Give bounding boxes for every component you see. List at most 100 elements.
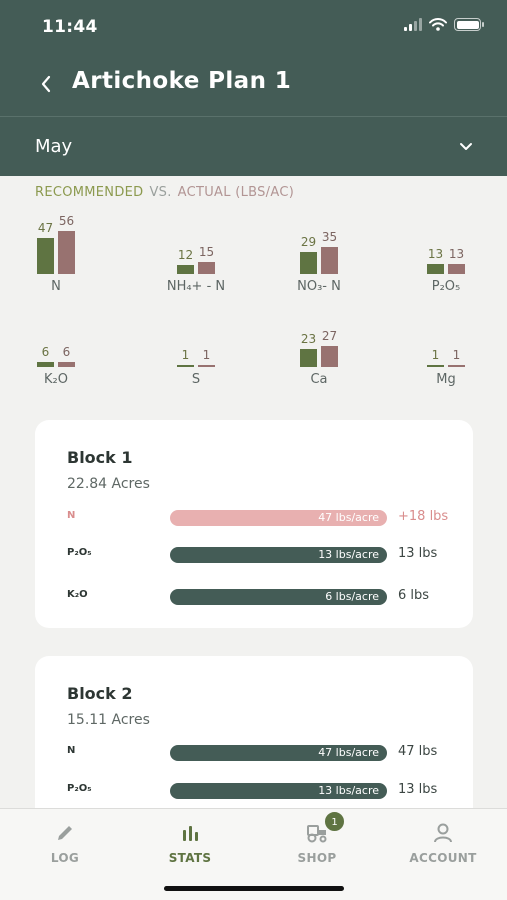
tab-account[interactable]: ACCOUNT <box>388 821 498 865</box>
block-title: Block 2 <box>67 684 133 703</box>
nutrient-label: K₂O <box>44 372 68 387</box>
tab-stats[interactable]: STATS <box>135 821 245 865</box>
block-acres: 22.84 Acres <box>67 476 150 492</box>
nutrient-bars: 29 35 <box>289 230 349 274</box>
row-amount: 13 lbs <box>398 546 438 561</box>
row-nutrient-label: K₂O <box>67 589 88 600</box>
recommended-bar <box>37 362 54 367</box>
row-rate-bar: 47 lbs/acre <box>170 745 387 761</box>
nutrient-label: P₂O₅ <box>431 279 461 294</box>
shop-badge: 1 <box>324 811 345 832</box>
actual-column: 13 <box>448 247 465 274</box>
actual-column: 1 <box>198 348 215 367</box>
block-card[interactable]: Block 1 22.84 Acres N 47 lbs/acre +18 lbs P₂O… <box>35 420 473 628</box>
actual-column: 6 <box>58 345 75 367</box>
nutrient-label: NH₄+ - N <box>166 279 226 294</box>
tab-label: LOG <box>50 851 80 865</box>
row-amount: 6 lbs <box>398 588 430 603</box>
legend-vs: VS. <box>149 185 172 200</box>
legend-actual: ACTUAL (LBS/AC) <box>177 185 295 200</box>
actual-bar <box>448 264 465 274</box>
recommended-value: 1 <box>431 348 440 362</box>
month-selector[interactable]: May <box>0 116 507 176</box>
actual-bar <box>198 262 215 274</box>
battery-icon <box>454 18 484 31</box>
row-nutrient-label: N <box>67 745 76 756</box>
recommended-column: 47 <box>37 221 54 274</box>
row-nutrient-label: P₂O₅ <box>67 783 92 794</box>
actual-bar <box>198 365 215 367</box>
actual-value: 6 <box>62 345 71 360</box>
back-button[interactable] <box>34 70 58 98</box>
recommended-value: 29 <box>300 234 317 249</box>
recommended-value: 12 <box>177 247 194 262</box>
app-header: 11:44 Artichoke Plan 1 May <box>0 0 507 176</box>
tab-bar: LOG STATS 1 SHOP <box>0 808 507 900</box>
recommended-value: 6 <box>41 345 50 360</box>
row-rate-bar: 6 lbs/acre <box>170 589 387 605</box>
wifi-icon <box>429 18 447 31</box>
recommended-bar <box>177 264 194 274</box>
actual-column: 35 <box>321 230 338 274</box>
legend-recommended: RECOMMENDED <box>35 185 144 200</box>
chevron-down-icon <box>460 143 472 150</box>
recommended-bar <box>427 264 444 274</box>
actual-column: 15 <box>198 245 215 274</box>
nutrient-label: S <box>191 372 201 387</box>
status-icons <box>404 18 484 31</box>
row-rate-bar: 47 lbs/acre <box>170 510 387 526</box>
recommended-column: 1 <box>427 348 444 367</box>
nutrient-bars: 13 13 <box>416 247 476 274</box>
actual-bar <box>321 346 338 367</box>
recommended-value: 23 <box>300 332 317 347</box>
chevron-left-icon <box>41 75 51 93</box>
block-nutrient-row: N 47 lbs/acre 47 lbs <box>67 744 467 762</box>
block-title: Block 1 <box>67 448 133 467</box>
recommended-value: 47 <box>37 220 54 235</box>
recommended-column: 12 <box>177 248 194 274</box>
person-icon <box>434 823 452 843</box>
recommended-bar <box>300 251 317 274</box>
recommended-column: 6 <box>37 345 54 367</box>
tractor-icon <box>307 825 327 843</box>
home-indicator <box>164 886 344 891</box>
tab-shop[interactable]: 1 SHOP <box>262 811 372 865</box>
recommended-column: 13 <box>427 247 444 274</box>
actual-value: 13 <box>448 247 465 261</box>
row-rate-bar: 13 lbs/acre <box>170 547 387 563</box>
row-rate-bar: 13 lbs/acre <box>170 783 387 799</box>
actual-value: 35 <box>321 230 338 245</box>
recommended-value: 13 <box>427 247 444 261</box>
actual-bar <box>58 230 75 274</box>
nutrient-bars: 23 27 <box>289 329 349 367</box>
recommended-column: 29 <box>300 235 317 274</box>
actual-bar <box>321 247 338 274</box>
recommended-column: 23 <box>300 332 317 367</box>
actual-value: 56 <box>58 213 75 228</box>
status-time: 11:44 <box>42 17 98 37</box>
nutrient-label: Ca <box>310 372 328 387</box>
recommended-bar <box>177 365 194 367</box>
month-label: May <box>35 136 73 157</box>
actual-value: 15 <box>198 245 215 260</box>
nutrient-bars: 47 56 <box>26 214 86 274</box>
tab-log[interactable]: LOG <box>10 821 120 865</box>
bar-chart-icon <box>183 826 198 841</box>
actual-column: 1 <box>448 348 465 367</box>
block-nutrient-row: N 47 lbs/acre +18 lbs <box>67 509 467 527</box>
tab-label: STATS <box>168 851 212 865</box>
block-acres: 15.11 Acres <box>67 712 150 728</box>
recommended-value: 1 <box>181 348 190 362</box>
recommended-bar <box>300 349 317 367</box>
row-amount: +18 lbs <box>398 509 449 524</box>
block-nutrient-row: P₂O₅ 13 lbs/acre 13 lbs <box>67 782 467 800</box>
recommended-column: 1 <box>177 348 194 367</box>
nutrient-label: N <box>51 279 61 294</box>
row-nutrient-label: N <box>67 510 76 521</box>
block-nutrient-row: P₂O₅ 13 lbs/acre 13 lbs <box>67 546 467 564</box>
actual-bar <box>448 365 465 367</box>
row-amount: 47 lbs <box>398 744 438 759</box>
